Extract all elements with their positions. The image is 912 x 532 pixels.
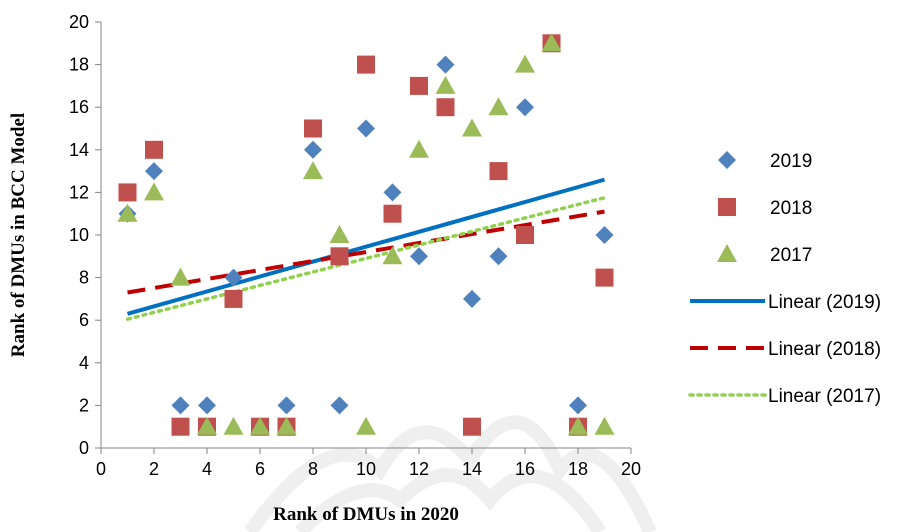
y-tick-label: 6 [79, 310, 89, 330]
legend-label: Linear (2017) [768, 386, 881, 407]
point-2019 [410, 247, 428, 266]
x-tick-label: 20 [621, 459, 641, 479]
y-tick-label: 14 [69, 140, 89, 160]
point-2019 [489, 247, 508, 266]
point-2018 [436, 98, 455, 117]
x-tick-label: 6 [255, 459, 265, 479]
point-2017 [594, 416, 615, 435]
point-2017 [382, 246, 403, 265]
x-tick-label: 10 [356, 459, 376, 479]
point-2019 [198, 396, 216, 415]
legend-label: 2017 [770, 245, 812, 266]
point-2018 [410, 76, 428, 95]
x-axis-title: Rank of DMUs in 2020 [273, 504, 459, 525]
point-2017 [170, 267, 191, 286]
point-2019 [171, 396, 190, 415]
x-tick-label: 14 [462, 459, 482, 479]
point-2017 [197, 416, 217, 435]
point-2018 [224, 289, 243, 308]
x-tick-label: 0 [96, 459, 106, 479]
y-axis-title: Rank of DMUs in BCC Model [8, 113, 29, 357]
legend-label: Linear (2019) [768, 292, 881, 313]
legend-label: 2018 [770, 198, 812, 219]
axes [95, 21, 632, 454]
legend-symbol-2017 [717, 244, 737, 262]
point-2019 [436, 55, 455, 74]
point-2017 [250, 416, 270, 435]
point-2017 [541, 33, 562, 52]
point-2017 [223, 416, 244, 435]
trendline-linear-2017 [125, 195, 607, 321]
legend: 2019 2018 2017 Linear (2019) Linear (2018) Li… [688, 151, 881, 407]
point-2018 [489, 162, 508, 181]
point-2017 [568, 416, 588, 435]
y-tick-label: 8 [79, 268, 89, 288]
background-watermark [244, 415, 657, 532]
point-2017 [488, 97, 509, 116]
y-tick-label: 18 [69, 55, 89, 75]
point-2019 [357, 119, 375, 138]
y-tick-label: 2 [79, 395, 89, 415]
legend-label: 2019 [770, 151, 812, 172]
point-2017 [117, 203, 138, 222]
point-2018 [383, 204, 402, 223]
point-2017 [356, 416, 376, 435]
legend-symbol-2019 [718, 151, 736, 169]
x-tick-label: 12 [409, 459, 429, 479]
point-2018 [357, 55, 375, 74]
legend-label: Linear (2018) [768, 339, 881, 360]
y-tick-label: 0 [79, 438, 89, 458]
point-2019 [595, 226, 614, 244]
y-tick-label: 12 [69, 182, 89, 202]
x-tick-label: 16 [515, 459, 535, 479]
point-2017 [329, 225, 350, 243]
x-tick-label: 8 [308, 459, 318, 479]
point-2018 [595, 268, 614, 287]
data-points [117, 33, 615, 436]
trendlines [125, 177, 607, 321]
point-2019 [569, 396, 587, 415]
point-2019 [277, 396, 296, 415]
y-tick-label: 16 [69, 97, 89, 117]
point-2018 [145, 140, 163, 159]
point-2018 [330, 247, 349, 266]
legend-symbol-2018 [718, 198, 736, 216]
trendline-linear-2018 [127, 209, 605, 295]
point-2018 [463, 417, 481, 436]
point-2017 [409, 139, 429, 158]
y-tick-label: 10 [69, 225, 89, 245]
point-2017 [462, 118, 482, 137]
point-2017 [276, 416, 297, 435]
point-2017 [303, 161, 323, 180]
y-tick-label: 20 [69, 12, 89, 32]
x-tick-label: 4 [202, 459, 212, 479]
x-tick-label: 18 [568, 459, 588, 479]
point-2019 [463, 289, 481, 308]
point-2018 [516, 226, 534, 244]
y-tick-label: 4 [79, 353, 89, 373]
x-tick-label: 2 [149, 459, 159, 479]
point-2018 [171, 417, 190, 436]
trendline-linear-2019 [126, 177, 606, 316]
point-2017 [435, 75, 456, 94]
point-2019 [145, 162, 163, 181]
point-2019 [383, 183, 402, 202]
point-2019 [224, 268, 243, 287]
point-2019 [330, 396, 349, 415]
point-2017 [515, 54, 535, 73]
point-2018 [304, 119, 322, 138]
point-2019 [516, 98, 534, 117]
tick-labels: 0 2 4 6 8 10 12 14 16 18 20 0 2 4 6 8 10 12 14 16 18 20 [69, 12, 641, 479]
point-2019 [304, 140, 322, 159]
point-2017 [144, 182, 164, 201]
point-2018 [118, 183, 137, 202]
